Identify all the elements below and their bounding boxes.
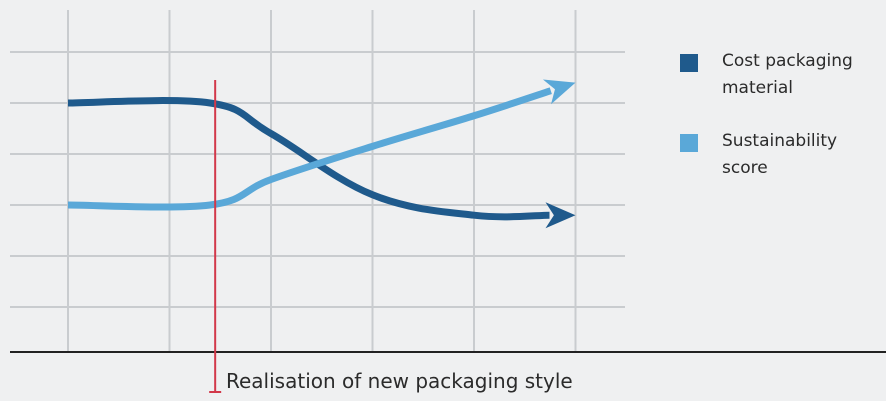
series-line-sustainability xyxy=(67,87,552,211)
legend-swatch-cost xyxy=(680,54,698,72)
legend: Cost packaging material Sustainability s… xyxy=(680,48,880,208)
chart-grid xyxy=(10,10,625,352)
series-arrowhead-sustainability xyxy=(542,79,576,105)
legend-label-sustainability: Sustainability score xyxy=(722,131,838,178)
legend-label-cost: Cost packaging material xyxy=(722,51,853,98)
series-arrowhead-cost xyxy=(545,202,576,229)
series-layer xyxy=(67,79,576,229)
legend-swatch-sustainability xyxy=(680,134,698,152)
annotation-label: Realisation of new packaging style xyxy=(226,369,573,393)
legend-item-sustainability: Sustainability score xyxy=(680,128,880,182)
annotation-marker xyxy=(209,80,222,393)
legend-item-cost: Cost packaging material xyxy=(680,48,880,102)
